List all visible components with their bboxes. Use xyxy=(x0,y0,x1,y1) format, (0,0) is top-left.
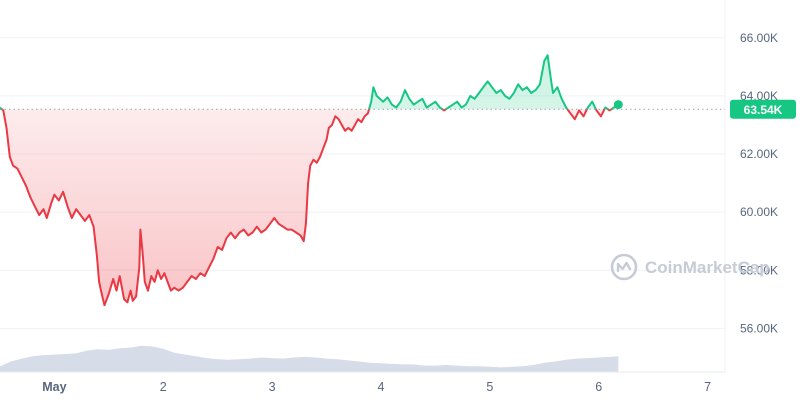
watermark-text: CoinMarketCap xyxy=(645,258,770,277)
coinmarketcap-watermark: CoinMarketCap xyxy=(610,253,770,281)
y-tick-label: 56.00K xyxy=(740,321,778,335)
volume-area-path xyxy=(0,345,619,372)
x-tick-label: 5 xyxy=(486,380,493,394)
price-line xyxy=(0,54,619,307)
x-tick-label: 2 xyxy=(160,380,167,394)
y-axis: 56.00K 58.00K 60.00K 62.00K 64.00K 66.00K xyxy=(740,31,778,336)
y-tick-label: 64.00K xyxy=(740,89,778,103)
price-tag-label: 63.54K xyxy=(744,103,783,117)
y-tick-label: 58.00K xyxy=(740,263,778,277)
x-tick-label: 4 xyxy=(378,380,385,394)
x-tick-label: 6 xyxy=(595,380,602,394)
x-tick-label: May xyxy=(42,380,66,394)
price-fill-above xyxy=(0,55,619,110)
y-tick-label: 60.00K xyxy=(740,205,778,219)
last-price-marker: 63.54K xyxy=(613,99,796,119)
x-tick-label: 7 xyxy=(704,380,711,394)
x-axis: May 2 3 4 5 6 7 xyxy=(0,371,725,394)
y-tick-label: 66.00K xyxy=(740,31,778,45)
price-line-down xyxy=(0,109,614,307)
y-tick-label: 62.00K xyxy=(740,147,778,161)
price-line-up xyxy=(0,54,619,110)
coinmarketcap-logo-icon xyxy=(610,253,638,281)
price-tag xyxy=(730,99,796,119)
last-price-dot xyxy=(613,100,623,110)
volume-area xyxy=(0,345,619,372)
x-tick-label: 3 xyxy=(269,380,276,394)
